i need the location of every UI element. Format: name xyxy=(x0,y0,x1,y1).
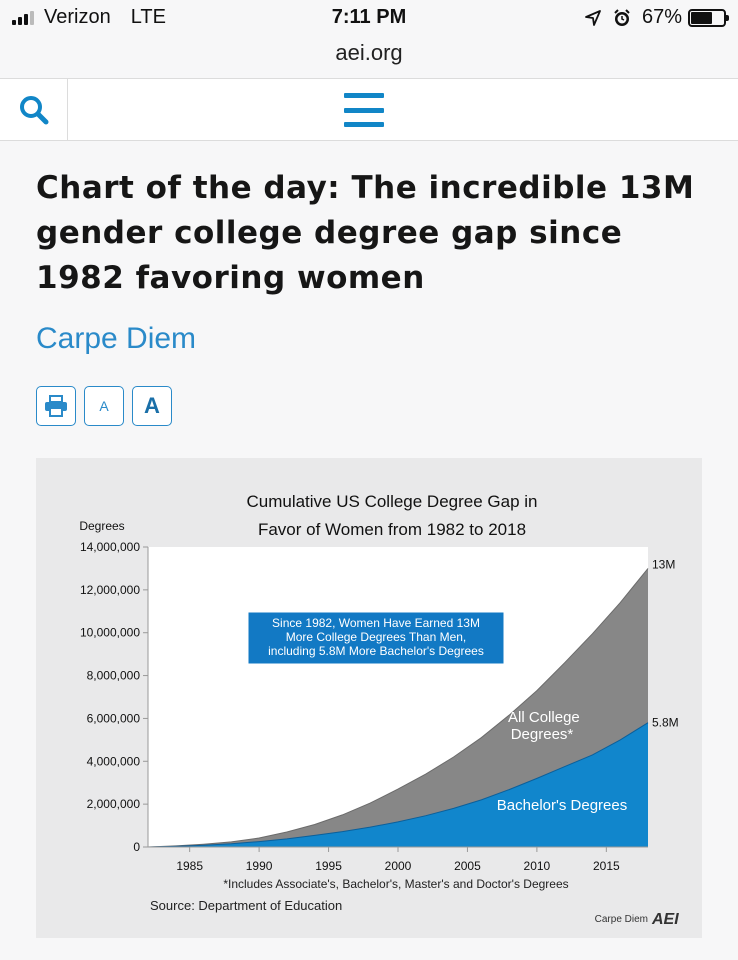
x-tick-label: 2005 xyxy=(454,859,481,873)
y-tick-label: 0 xyxy=(133,840,140,854)
title-line: 1982 favoring women xyxy=(36,260,425,296)
y-axis-label: Degrees xyxy=(79,519,124,533)
font-large-button[interactable]: A xyxy=(132,386,172,426)
x-tick-label: 2015 xyxy=(593,859,620,873)
search-icon xyxy=(19,96,48,125)
chart-card: Cumulative US College Degree Gap in Favo… xyxy=(36,458,702,938)
chart-title-line: Favor of Women from 1982 to 2018 xyxy=(258,520,526,539)
y-tick-label: 4,000,000 xyxy=(87,754,141,768)
hamburger-menu-icon[interactable] xyxy=(344,93,384,127)
site-nav-bar xyxy=(0,78,738,141)
x-tick-label: 1985 xyxy=(176,859,203,873)
series-label-bachelors: Bachelor's Degrees xyxy=(497,797,627,814)
printer-icon xyxy=(45,395,67,417)
status-left: Verizon LTE xyxy=(12,6,166,29)
battery-percent: 67% xyxy=(641,6,682,28)
signal-icon xyxy=(12,10,36,25)
x-tick-label: 2000 xyxy=(385,859,412,873)
carrier-name: Verizon xyxy=(44,6,111,28)
area-all-degrees-edge xyxy=(147,568,649,848)
callout-box: Since 1982, Women Have Earned 13M More C… xyxy=(247,611,505,665)
aei-logo: AEI xyxy=(651,911,679,928)
y-tick-label: 12,000,000 xyxy=(80,583,140,597)
x-tick-label: 1995 xyxy=(315,859,342,873)
y-tick-label: 2,000,000 xyxy=(87,797,141,811)
network-type: LTE xyxy=(130,6,166,28)
y-tick-label: 14,000,000 xyxy=(80,540,140,554)
callout-line: More College Degrees Than Men, xyxy=(286,630,467,644)
x-tick-label: 2010 xyxy=(524,859,551,873)
status-bar: Verizon LTE 7:11 PM aei.org 67% xyxy=(0,0,738,78)
search-button[interactable] xyxy=(0,79,68,141)
font-small-button[interactable]: A xyxy=(84,386,124,426)
area-bachelors xyxy=(148,722,648,847)
end-value-label: 13M xyxy=(652,557,675,571)
alarm-icon xyxy=(614,8,630,26)
title-line: Chart of the day: The incredible 13M xyxy=(36,170,695,206)
end-value-label: 5.8M xyxy=(652,716,679,730)
area-all-degrees xyxy=(148,568,648,847)
clock: 7:11 PM xyxy=(331,6,407,28)
battery-icon xyxy=(688,8,729,27)
title-line: gender college degree gap since xyxy=(36,215,623,251)
article-title: Chart of the day: The incredible 13M gen… xyxy=(36,166,706,301)
category-link[interactable]: Carpe Diem xyxy=(36,322,197,355)
chart-footnote: *Includes Associate's, Bachelor's, Maste… xyxy=(223,877,568,891)
series-label-all-degrees: All College Degrees* xyxy=(508,709,584,743)
article-tools: A A xyxy=(36,386,172,426)
chart-brand: Carpe Diem xyxy=(595,914,648,925)
y-tick-label: 10,000,000 xyxy=(80,626,140,640)
location-arrow-icon xyxy=(585,9,601,26)
degree-gap-chart: Cumulative US College Degree Gap in Favo… xyxy=(79,492,679,928)
status-right: 67% xyxy=(584,6,729,29)
chart-title-line: Cumulative US College Degree Gap in xyxy=(246,492,537,511)
x-tick-label: 1990 xyxy=(246,859,273,873)
url-bar[interactable]: aei.org xyxy=(335,40,403,65)
callout-background xyxy=(247,611,505,665)
chart-source: Source: Department of Education xyxy=(150,898,342,913)
print-button[interactable] xyxy=(36,386,76,426)
y-tick-label: 6,000,000 xyxy=(87,711,141,725)
area-bachelors-edge xyxy=(147,722,649,848)
callout-line: Since 1982, Women Have Earned 13M xyxy=(272,616,480,630)
callout-line: including 5.8M More Bachelor's Degrees xyxy=(268,644,484,658)
y-tick-label: 8,000,000 xyxy=(87,669,141,683)
